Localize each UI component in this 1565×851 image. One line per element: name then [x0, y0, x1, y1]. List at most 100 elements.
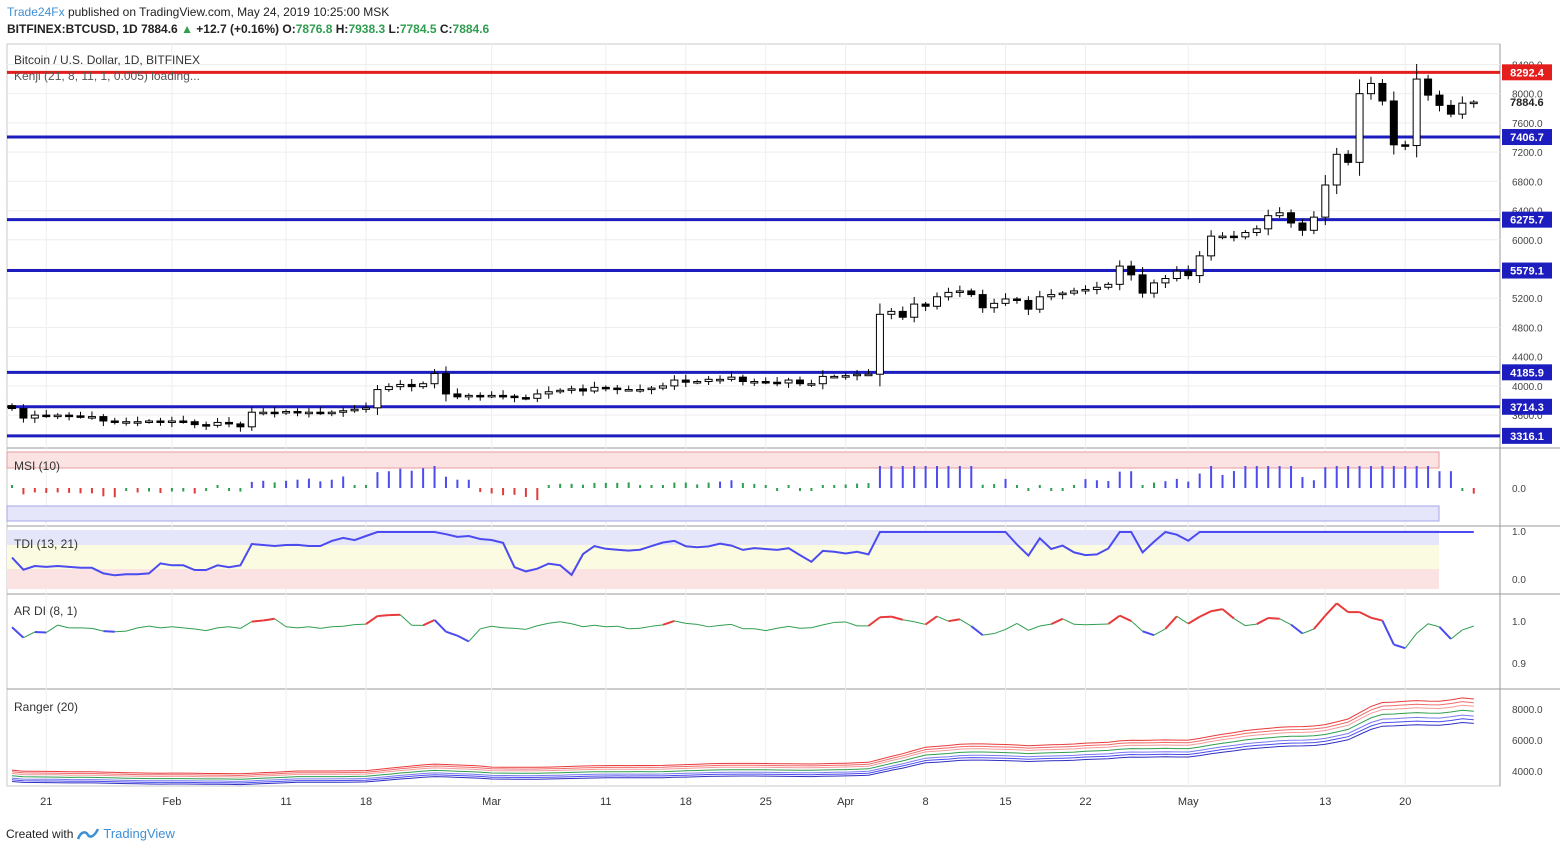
x-tick-label: 11 — [280, 796, 291, 808]
ardi-segment — [651, 624, 664, 627]
candle-body — [1218, 235, 1227, 239]
candle-body — [30, 414, 39, 419]
ardi-tick-top: 1.0 — [1512, 617, 1526, 628]
ardi-segment — [1462, 625, 1474, 631]
ardi-segment — [902, 619, 915, 623]
y-tick-label: 4400.0 — [1512, 353, 1543, 364]
ardi-segment — [571, 623, 584, 628]
ardi-segment — [251, 619, 264, 623]
ardi-segment — [286, 626, 298, 629]
ardi-segment — [331, 625, 344, 628]
candle-body — [1001, 298, 1010, 304]
ardi-segment — [1142, 630, 1155, 637]
candle-body — [453, 393, 462, 398]
ardi-segment — [217, 626, 230, 629]
ardi-segment — [445, 630, 458, 637]
tdi-line — [11, 530, 1474, 577]
ardi-segment — [525, 625, 538, 630]
candle-body — [818, 375, 827, 385]
ardi-segment — [867, 616, 881, 627]
level-tag-label: 7406.7 — [1510, 132, 1544, 144]
ardi-segment — [45, 624, 58, 633]
candle-body — [42, 414, 51, 418]
candle-body — [1321, 184, 1330, 218]
ranger-band — [11, 709, 1474, 780]
chart-canvas[interactable]: 21 Feb 11 18 Mar 11 18 25 Apr 8 15 22 May 13 20 3600.0 4… — [0, 40, 1565, 810]
ardi-segment — [365, 615, 379, 625]
close-value: 7884.6 — [452, 22, 490, 36]
x-tick-label: 18 — [360, 796, 372, 808]
ardi-segment — [206, 627, 218, 632]
candle-body — [110, 420, 119, 423]
candle-body — [601, 386, 610, 390]
candle-body — [1332, 153, 1341, 186]
last-price: 7884.6 — [141, 22, 178, 36]
ranger-band — [11, 704, 1474, 778]
ardi-segment — [194, 628, 207, 632]
ardi-segment — [1199, 610, 1212, 618]
ardi-segment — [57, 624, 70, 629]
ardi-segment — [1450, 629, 1463, 640]
ardi-segment — [1359, 611, 1372, 619]
ardi-segment — [970, 625, 984, 636]
symbol[interactable]: BITFINEX:BTCUSD, 1D — [7, 22, 138, 36]
up-arrow-icon: ▲ — [181, 22, 193, 36]
ardi-segment — [91, 627, 104, 632]
level-tag-label: 8292.4 — [1510, 67, 1545, 79]
ardi-segment — [1028, 625, 1040, 631]
ardi-segment — [617, 625, 629, 630]
candle-body — [145, 420, 154, 423]
candle-body — [658, 385, 667, 389]
candle-body — [1012, 298, 1021, 301]
ardi-segment — [1176, 615, 1189, 625]
candle-body — [944, 291, 953, 298]
candle-body — [887, 310, 896, 315]
ardi-segment — [1279, 618, 1292, 626]
x-tick-label: Mar — [482, 796, 501, 808]
last-price-label: 7884.6 — [1510, 97, 1544, 109]
y-tick-label: 5200.0 — [1512, 294, 1543, 305]
candle-body — [556, 389, 565, 393]
ardi-segment — [491, 625, 504, 629]
candle-body — [99, 416, 108, 422]
ardi-segment — [148, 625, 161, 629]
x-tick-label: 21 — [40, 796, 52, 808]
candle-body — [76, 415, 85, 418]
ardi-segment — [1381, 620, 1395, 645]
created-with-text: Created with — [6, 826, 74, 841]
ardi-segment — [126, 627, 138, 632]
candle-body — [1150, 282, 1158, 294]
candle-body — [407, 383, 416, 388]
candle-body — [1412, 78, 1421, 147]
ardi-segment — [480, 625, 492, 630]
candle-body — [1252, 228, 1261, 233]
ardi-segment — [1221, 608, 1235, 620]
y-tick-label: 4800.0 — [1512, 323, 1543, 334]
candle-body — [1092, 286, 1101, 290]
x-tick-label: Feb — [162, 796, 181, 808]
candle-body — [133, 421, 142, 424]
ardi-segment — [1256, 617, 1269, 625]
publisher-name[interactable]: Trade24Fx — [7, 5, 65, 19]
ardi-segment — [1062, 618, 1075, 625]
candle-body — [202, 424, 211, 427]
ardi-segment — [1130, 620, 1143, 632]
x-tick-label: 8 — [923, 796, 929, 808]
level-tag — [1502, 262, 1552, 279]
candle-body — [1172, 270, 1181, 280]
ardi-segment — [514, 627, 526, 630]
candle-body — [304, 411, 313, 415]
candle-body — [8, 405, 16, 410]
candle-body — [647, 387, 656, 391]
ardi-segment — [114, 630, 127, 633]
ardi-segment — [731, 623, 744, 630]
candle-body — [910, 303, 919, 318]
ardi-segment — [582, 624, 595, 628]
candle-body — [1424, 78, 1433, 96]
ardi-segment — [822, 621, 835, 626]
level-tag — [1502, 211, 1552, 228]
ardi-segment — [537, 622, 549, 627]
tdi-tick-top: 1.0 — [1512, 527, 1526, 538]
candle-body — [967, 290, 976, 296]
tradingview-link[interactable]: TradingView — [103, 826, 175, 841]
